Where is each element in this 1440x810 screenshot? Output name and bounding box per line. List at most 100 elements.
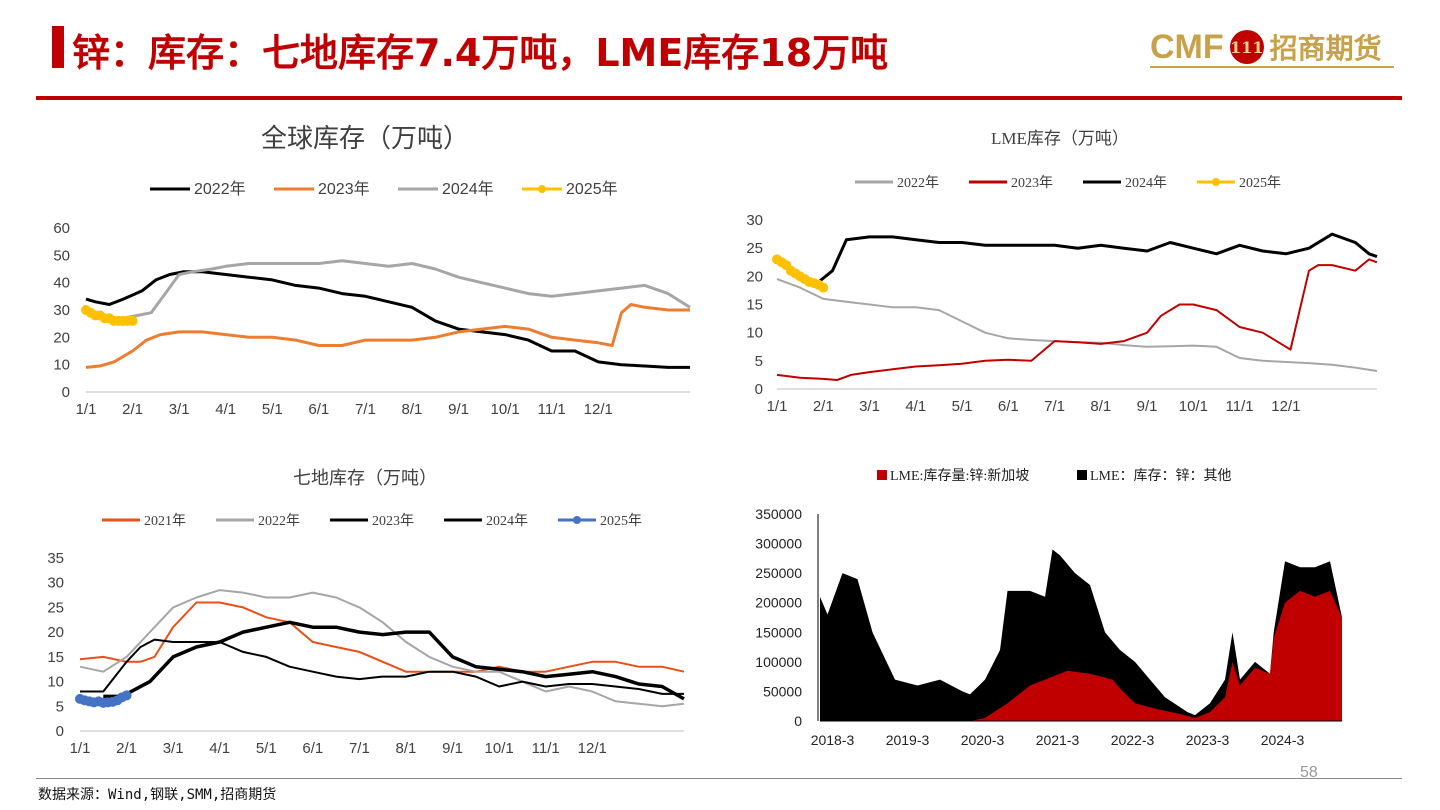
legend-entry-0: LME:库存量:锌:新加坡 <box>877 468 1029 484</box>
y-tick-label: 25 <box>47 599 64 616</box>
y-tick-label: 5 <box>755 353 763 370</box>
series-line-0 <box>79 601 685 673</box>
y-tick-label: 20 <box>746 268 763 285</box>
footer-divider <box>36 778 1402 779</box>
legend-label: 2021年 <box>144 513 186 529</box>
y-tick-label: 20 <box>53 329 70 346</box>
page-number: 58 <box>1300 764 1318 781</box>
x-tick-label: 6/1 <box>998 398 1019 415</box>
legend-marker <box>573 516 581 524</box>
series-line-1 <box>79 589 685 708</box>
y-tick-label: 30 <box>47 575 64 592</box>
x-tick-label: 8/1 <box>396 740 417 757</box>
x-tick-label: 2023-3 <box>1186 732 1230 748</box>
y-tick-label: 20 <box>47 624 64 641</box>
x-tick-label: 2018-3 <box>811 732 855 748</box>
title-accent-bar <box>52 26 64 68</box>
x-tick-label: 9/1 <box>1137 398 1158 415</box>
page-title: 锌：库存：七地库存7.4万吨，LME库存18万吨 <box>72 31 889 75</box>
x-tick-label: 5/1 <box>262 401 283 418</box>
x-tick-label: 6/1 <box>302 740 323 757</box>
legend-label: LME:库存量:锌:新加坡 <box>890 468 1029 484</box>
legend-marker <box>538 185 546 193</box>
legend-label: 2024年 <box>442 180 494 198</box>
series-line-2 <box>817 232 1378 284</box>
series-line-2 <box>80 638 684 695</box>
chart-title: 全球库存（万吨） <box>261 123 469 153</box>
legend-swatch <box>877 470 887 480</box>
legend-label: 2022年 <box>897 175 939 191</box>
y-tick-label: 25 <box>746 240 763 257</box>
x-tick-label: 2019-3 <box>886 732 930 748</box>
x-tick-label: 2/1 <box>813 398 834 415</box>
y-tick-label: 30 <box>53 302 70 319</box>
area-series-singapore <box>820 590 1342 721</box>
y-tick-label: 5 <box>56 698 64 715</box>
legend-entry-0: 2022年 <box>150 180 246 198</box>
legend-entry-2: 2024年 <box>1083 175 1167 191</box>
legend-entry-1: 2023年 <box>969 175 1053 191</box>
x-tick-label: 1/1 <box>767 398 788 415</box>
x-tick-label: 4/1 <box>905 398 926 415</box>
y-tick-label: 60 <box>53 220 70 237</box>
x-tick-label: 12/1 <box>578 740 607 757</box>
legend-label: 2022年 <box>258 513 300 529</box>
y-tick-label: 50000 <box>763 683 802 699</box>
x-tick-label: 2/1 <box>122 401 143 418</box>
x-tick-label: 11/1 <box>538 401 566 418</box>
x-tick-label: 12/1 <box>584 401 613 418</box>
x-tick-label: 8/1 <box>402 401 423 418</box>
global-inventory-chart: 全球库存（万吨） 2022年 2023年 2024年 2025年 0 10 20 30 40 50 6… <box>53 123 691 418</box>
x-tick-label: 3/1 <box>163 740 184 757</box>
logo-seal-icon: 111 <box>1229 30 1264 64</box>
x-tick-label: 1/1 <box>76 401 97 418</box>
legend-label: 2023年 <box>1011 175 1053 191</box>
x-tick-label: 10/1 <box>1179 398 1208 415</box>
legend-entry-4: 2025年 <box>558 513 642 529</box>
series-line-0 <box>776 278 1378 372</box>
legend-entry-1: 2023年 <box>274 180 370 198</box>
series-line-3 <box>103 620 685 701</box>
legend-label: 2022年 <box>194 180 246 198</box>
legend-label: 2024年 <box>1125 175 1167 191</box>
y-tick-label: 30 <box>746 212 763 229</box>
y-tick-label: 50 <box>53 247 70 264</box>
y-tick-label: 40 <box>53 275 70 292</box>
x-tick-label: 12/1 <box>1271 398 1300 415</box>
legend-marker <box>1212 178 1220 186</box>
x-tick-label: 5/1 <box>952 398 973 415</box>
legend-entry-0: 2021年 <box>102 513 186 529</box>
x-tick-label: 7/1 <box>349 740 370 757</box>
legend-swatch <box>1077 470 1087 480</box>
y-tick-label: 200000 <box>755 595 802 611</box>
logo-cmf-text: CMF <box>1150 27 1224 66</box>
x-tick-label: 9/1 <box>442 740 463 757</box>
y-tick-label: 35 <box>47 550 64 567</box>
series-point <box>127 315 138 326</box>
x-tick-label: 7/1 <box>355 401 376 418</box>
y-tick-label: 0 <box>794 713 802 729</box>
company-logo: CMF 111 招商期货 <box>1150 24 1382 70</box>
x-tick-label: 7/1 <box>1044 398 1065 415</box>
legend-label: 2023年 <box>318 180 370 198</box>
x-tick-label: 11/1 <box>1226 398 1254 415</box>
legend-entry-3: 2025年 <box>1197 175 1281 191</box>
legend-entry-3: 2024年 <box>444 513 528 529</box>
logo-company-name: 招商期货 <box>1269 32 1382 65</box>
y-tick-label: 15 <box>47 649 64 666</box>
y-tick-label: 15 <box>746 297 763 314</box>
x-tick-label: 1/1 <box>70 740 91 757</box>
legend-entry-2: 2024年 <box>398 180 494 198</box>
legend-label: LME：库存：锌：其他 <box>1090 468 1232 484</box>
legend-entry-0: 2022年 <box>855 175 939 191</box>
legend-entry-1: 2022年 <box>216 513 300 529</box>
y-tick-label: 250000 <box>755 565 802 581</box>
y-tick-label: 0 <box>755 381 763 398</box>
y-tick-label: 10 <box>53 357 70 374</box>
x-tick-label: 3/1 <box>859 398 880 415</box>
chart-title: 七地库存（万吨） <box>293 468 437 488</box>
legend-entry-3: 2025年 <box>522 180 618 198</box>
x-tick-label: 5/1 <box>256 740 277 757</box>
x-tick-label: 11/1 <box>532 740 560 757</box>
x-tick-label: 2024-3 <box>1261 732 1305 748</box>
